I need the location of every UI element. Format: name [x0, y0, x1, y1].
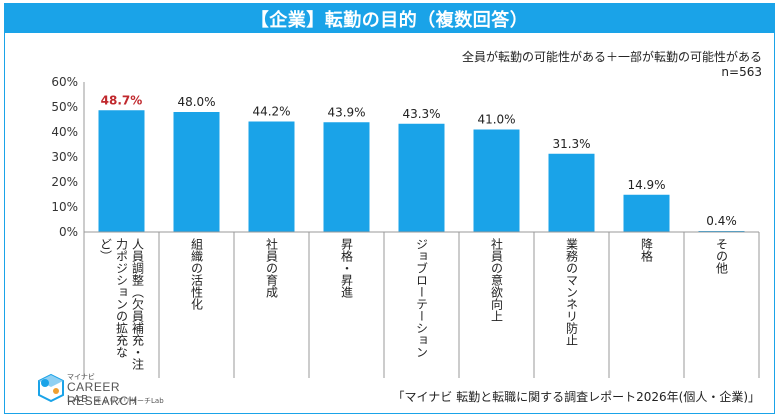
value-label: 43.9%: [327, 105, 365, 119]
value-label: 14.9%: [627, 178, 665, 192]
value-label: 0.4%: [706, 214, 737, 228]
y-tick-label: 10%: [51, 200, 78, 214]
logo-name: CAREER RESEARCH: [67, 380, 138, 408]
value-label: 31.3%: [552, 137, 590, 151]
career-research-lab-logo: マイナビ CAREER RESEARCH LAB キャリアリサーチLab: [37, 373, 182, 408]
sample-size: n=563: [721, 65, 762, 79]
category-label: その他: [715, 238, 729, 274]
y-tick-label: 40%: [51, 125, 78, 139]
category-label: 昇格・昇進: [340, 238, 354, 299]
category-label: 社員の意欲向上: [490, 237, 504, 322]
logo-subtitle: キャリアリサーチLab: [95, 397, 164, 405]
y-tick-label: 0%: [59, 225, 78, 239]
value-label: 44.2%: [252, 105, 290, 119]
lab-logo-icon: [38, 373, 64, 403]
logo-lab: LAB: [67, 394, 89, 405]
value-label: 48.7%: [101, 93, 143, 107]
value-label: 48.0%: [177, 95, 215, 109]
category-label: 降格: [640, 238, 654, 262]
category-label: 人員調整（欠員補充・注: [131, 238, 145, 371]
y-tick-label: 20%: [51, 175, 78, 189]
category-label: 組織の活性化: [190, 238, 204, 311]
bar: [323, 122, 370, 232]
bar: [173, 112, 220, 232]
logo-brand: マイナビ: [67, 373, 95, 381]
category-label: 社員の育成: [265, 237, 279, 299]
category-label: ど）: [99, 238, 113, 262]
bar: [548, 153, 595, 232]
bar: [623, 194, 670, 232]
value-label: 41.0%: [477, 113, 515, 127]
respondent-note: 全員が転勤の可能性がある＋一部が転勤の可能性がある: [461, 50, 762, 64]
category-label: ジョブローテーション: [415, 238, 429, 358]
bar: [473, 129, 520, 232]
bar: [398, 123, 445, 232]
category-label: 力ポジションの拡充な: [115, 238, 129, 358]
bar: [248, 121, 295, 232]
bar: [98, 110, 145, 232]
chart-title: 【企業】転勤の目的（複数回答）: [5, 4, 774, 33]
y-tick-label: 60%: [51, 75, 78, 89]
y-tick-label: 30%: [51, 150, 78, 164]
y-tick-label: 50%: [51, 100, 78, 114]
category-label: 業務のマンネリ防止: [565, 238, 579, 346]
value-label: 43.3%: [402, 107, 440, 121]
source-citation: 「マイナビ 転勤と転職に関する調査レポート2026年(個人・企業)」: [392, 390, 760, 404]
